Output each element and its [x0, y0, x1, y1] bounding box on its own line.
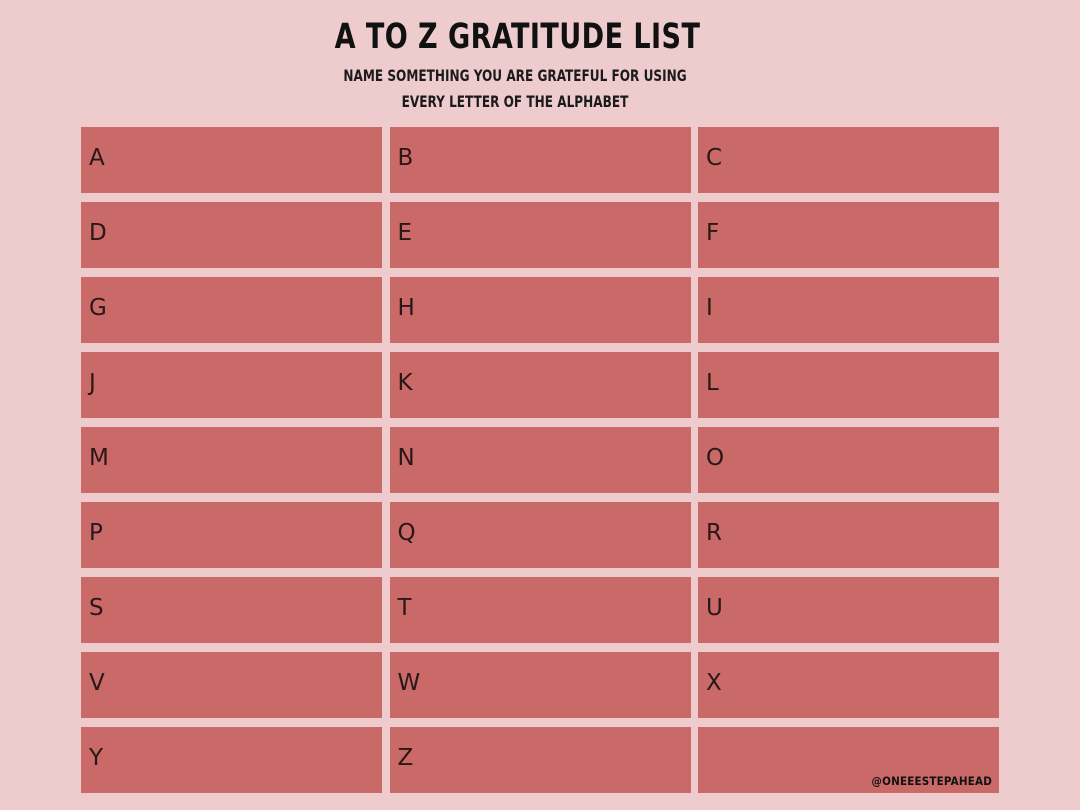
cell-l: L	[698, 352, 999, 418]
cell-letter: W	[397, 670, 421, 696]
cell-x: X	[698, 652, 999, 718]
cell-letter: A	[89, 145, 105, 171]
cell-letter: K	[397, 370, 413, 396]
cell-letter: M	[89, 445, 109, 471]
cell-i: I	[698, 277, 999, 343]
subtitle-line-1: NAME SOMETHING YOU ARE GRATEFUL FOR USIN…	[343, 66, 687, 85]
cell-y: Y	[81, 727, 382, 793]
cell-letter: C	[706, 145, 723, 171]
cell-letter: N	[397, 445, 415, 471]
cell-letter: J	[89, 370, 96, 396]
cell-h: H	[389, 277, 691, 343]
cell-letter: G	[89, 295, 107, 321]
alphabet-grid: A B C D E F G H I J K L M N O P Q R S T …	[81, 127, 999, 793]
cell-v: V	[81, 652, 382, 718]
cell-d: D	[81, 202, 382, 268]
cell-f: F	[698, 202, 999, 268]
cell-q: Q	[389, 502, 691, 568]
cell-m: M	[81, 427, 382, 493]
cell-g: G	[81, 277, 382, 343]
cell-p: P	[81, 502, 382, 568]
cell-a: A	[81, 127, 382, 193]
cell-t: T	[389, 577, 691, 643]
cell-u: U	[698, 577, 999, 643]
cell-letter: V	[89, 670, 105, 696]
cell-z: Z	[389, 727, 691, 793]
cell-letter: F	[706, 220, 720, 246]
cell-letter: S	[89, 595, 104, 621]
cell-blank: @ONEEESTEPAHEAD	[698, 727, 999, 793]
cell-letter: X	[706, 670, 722, 696]
cell-letter: E	[397, 220, 413, 246]
cell-letter: Y	[89, 745, 104, 771]
cell-letter: R	[706, 520, 722, 546]
cell-letter: T	[397, 595, 412, 621]
cell-s: S	[81, 577, 382, 643]
cell-w: W	[389, 652, 691, 718]
subtitle-line-2: EVERY LETTER OF THE ALPHABET	[401, 92, 629, 111]
cell-b: B	[389, 127, 691, 193]
cell-letter: U	[706, 595, 723, 621]
cell-c: C	[698, 127, 999, 193]
cell-n: N	[389, 427, 691, 493]
cell-letter: L	[706, 370, 719, 396]
cell-letter: Z	[397, 745, 414, 771]
cell-letter: I	[706, 295, 713, 321]
cell-letter: D	[89, 220, 107, 246]
cell-letter: H	[397, 295, 415, 321]
cell-r: R	[698, 502, 999, 568]
cell-letter: Q	[397, 520, 416, 546]
cell-k: K	[389, 352, 691, 418]
credit-handle: @ONEEESTEPAHEAD	[871, 774, 992, 788]
cell-letter: B	[397, 145, 414, 171]
page-title: A TO Z GRATITUDE LIST	[334, 17, 701, 57]
cell-e: E	[389, 202, 691, 268]
cell-o: O	[698, 427, 999, 493]
cell-letter: P	[89, 520, 103, 546]
cell-j: J	[81, 352, 382, 418]
cell-letter: O	[706, 445, 725, 471]
